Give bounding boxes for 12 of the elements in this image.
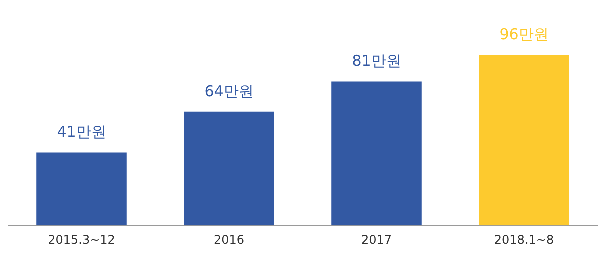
bar <box>184 112 274 226</box>
x-tick-label: 2016 <box>214 232 245 247</box>
bar <box>479 55 570 226</box>
bar <box>36 152 127 226</box>
data-label: 96만원 <box>500 25 549 44</box>
x-tick-label: 2017 <box>361 232 392 247</box>
bar <box>332 82 422 226</box>
data-label: 41만원 <box>57 123 106 142</box>
data-label: 81만원 <box>352 52 402 70</box>
x-tick-label: 2018.1~8 <box>494 232 554 247</box>
data-label: 64만원 <box>204 82 254 100</box>
x-tick-label: 2015.3~12 <box>48 232 116 247</box>
